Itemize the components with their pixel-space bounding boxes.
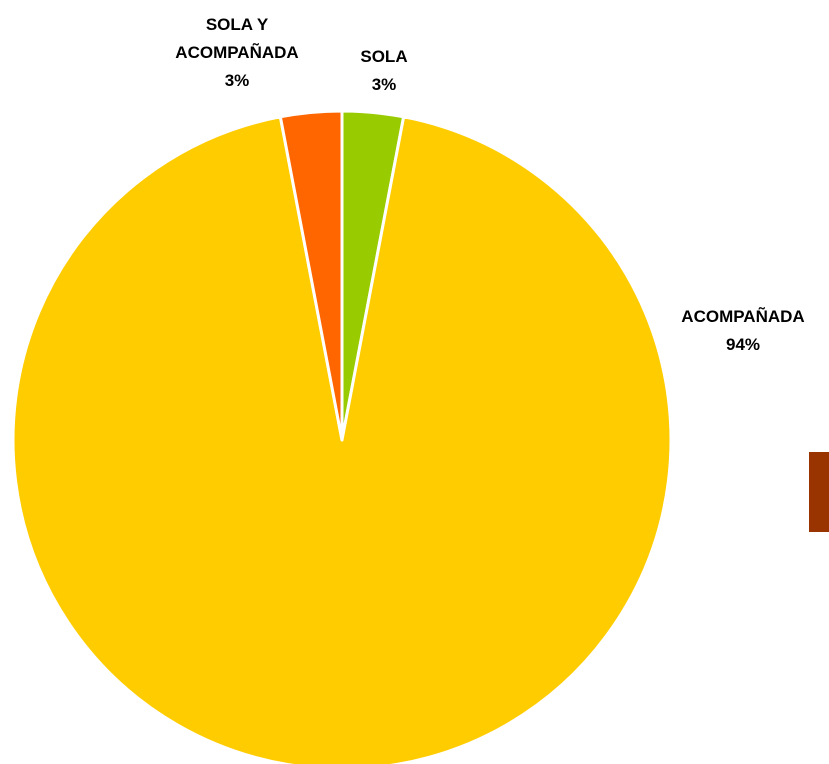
slice-category-label: SOLA Y [206,15,269,34]
slice-category-label: ACOMPAÑADA [175,42,298,62]
slice-value-label: 94% [726,335,760,354]
slice-labels: SOLA 3% ACOMPAÑADA 94% SOLA Y ACOMPAÑADA 3% [175,15,804,354]
pie-slices [11,109,673,764]
slice-category-label: SOLA [360,47,407,66]
pie-slice [278,109,344,442]
legend-marker [809,452,829,532]
slice-value-label: 3% [225,71,250,90]
slice-category-label: ACOMPAÑADA [681,306,804,326]
slice-value-label: 3% [372,75,397,94]
